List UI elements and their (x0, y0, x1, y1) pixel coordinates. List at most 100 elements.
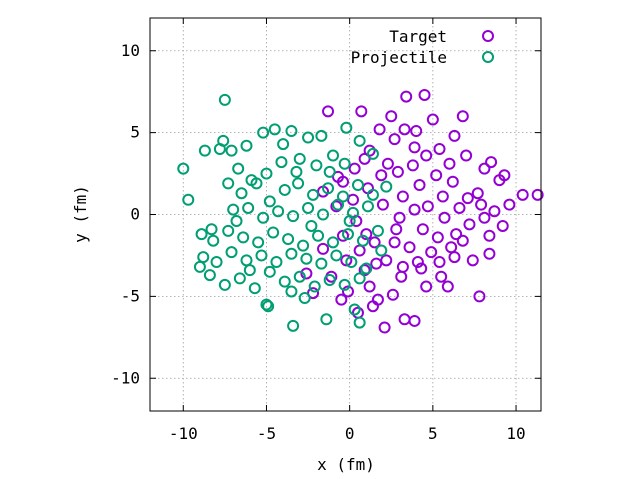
legend-marker-target (482, 30, 494, 42)
target-point (456, 234, 469, 247)
projectile-point (340, 121, 353, 134)
projectile-point (287, 210, 300, 223)
projectile-point (290, 165, 303, 178)
projectile-point (361, 200, 374, 213)
projectile-point (302, 131, 315, 144)
grid-lines (150, 18, 541, 411)
target-point (385, 110, 398, 123)
projectile-point (197, 251, 210, 264)
projectile-point (297, 239, 310, 252)
projectile-point (285, 124, 298, 137)
projectile-point (263, 265, 276, 278)
target-point (483, 229, 496, 242)
projectile-point (257, 126, 270, 139)
target-point (376, 198, 389, 211)
x-tick-label: -10 (169, 424, 198, 443)
projectile-point (207, 234, 220, 247)
target-point (496, 219, 509, 232)
projectile-point (248, 282, 261, 295)
target-point (398, 313, 411, 326)
x-tick-label: 0 (345, 424, 355, 443)
target-point (353, 244, 366, 257)
target-point (466, 254, 479, 267)
projectile-point (267, 226, 280, 239)
y-tick-label: -10 (111, 368, 140, 387)
target-point (300, 267, 313, 280)
target-point (435, 270, 448, 283)
projectile-point (300, 252, 313, 265)
projectile-point (260, 167, 273, 180)
projectile-point (353, 134, 366, 147)
x-tick-label: 10 (506, 424, 525, 443)
target-point (398, 123, 411, 136)
tick-labels: -10 -5 0 5 10 -10 -5 0 5 10 (111, 41, 526, 443)
projectile-point (293, 270, 306, 283)
projectile-point (317, 208, 330, 221)
target-point (337, 175, 350, 188)
target-point (471, 187, 484, 200)
projectile-point (330, 249, 343, 262)
projectile-point (293, 152, 306, 165)
projectile-point (308, 280, 321, 293)
target-point (456, 110, 469, 123)
target-point (441, 280, 454, 293)
target-point (478, 162, 491, 175)
target-point (396, 190, 409, 203)
target-point (363, 280, 376, 293)
target-point (355, 105, 368, 118)
projectile-point (272, 205, 285, 218)
target-point (381, 157, 394, 170)
projectile-point (310, 159, 323, 172)
target-point (317, 242, 330, 255)
projectile-series (177, 93, 393, 332)
target-point (488, 205, 501, 218)
projectile-point (278, 275, 291, 288)
projectile-point (351, 179, 364, 192)
target-point (430, 169, 443, 182)
projectile-point (285, 247, 298, 260)
target-point (366, 300, 379, 313)
projectile-point (302, 201, 315, 214)
projectile-point (218, 93, 231, 106)
target-point (368, 236, 381, 249)
projectile-point (380, 180, 393, 193)
projectile-point (312, 229, 325, 242)
target-point (446, 175, 459, 188)
target-point (337, 229, 350, 242)
target-point (348, 162, 361, 175)
y-axis-label: y (fm) (71, 185, 90, 243)
projectile-point (235, 187, 248, 200)
projectile-point (250, 177, 263, 190)
target-point (322, 105, 335, 118)
projectile-point (287, 319, 300, 332)
x-axis-label: x (fm) (317, 455, 375, 474)
projectile-point (338, 157, 351, 170)
target-point (463, 218, 476, 231)
target-point (418, 88, 431, 101)
target-point (380, 254, 393, 267)
projectile-point (182, 193, 195, 206)
legend-label-projectile: Projectile (351, 48, 447, 67)
target-point (426, 113, 439, 126)
projectile-point (275, 156, 288, 169)
y-tick-label: 5 (130, 123, 140, 142)
projectile-point (375, 244, 388, 257)
target-point (461, 192, 474, 205)
projectile-point (227, 203, 240, 216)
projectile-point (332, 198, 345, 211)
target-point (415, 262, 428, 275)
target-point (408, 314, 421, 327)
target-point (498, 169, 511, 182)
target-point (531, 188, 544, 201)
target-point (420, 149, 433, 162)
projectile-point (225, 246, 238, 259)
projectile-point (353, 272, 366, 285)
projectile-point (366, 188, 379, 201)
legend-label-target: Target (389, 27, 447, 46)
projectile-point (177, 162, 190, 175)
projectile-point (203, 269, 216, 282)
x-tick-label: -5 (257, 424, 276, 443)
projectile-point (222, 177, 235, 190)
target-point (475, 198, 488, 211)
